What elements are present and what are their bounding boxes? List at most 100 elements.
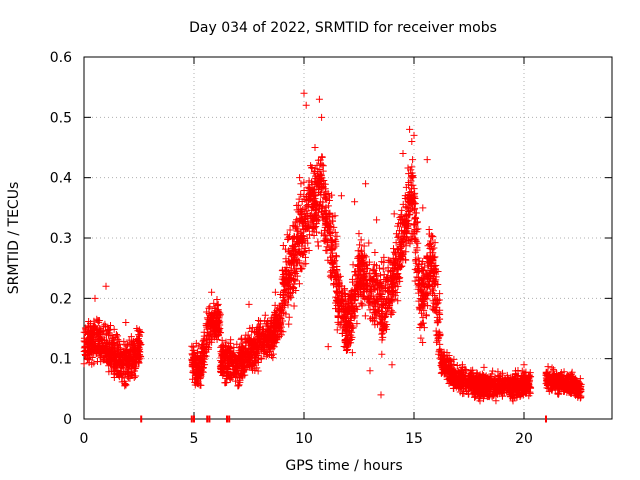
x-axis-label: GPS time / hours <box>285 458 402 474</box>
data-point <box>293 227 301 235</box>
data-point <box>511 382 519 390</box>
data-point <box>389 245 397 253</box>
data-point <box>348 297 356 305</box>
data-point <box>488 393 496 401</box>
data-point <box>419 204 427 212</box>
data-point <box>331 236 339 244</box>
data-point <box>234 382 242 390</box>
data-point <box>123 364 131 372</box>
data-point <box>298 197 306 205</box>
data-point <box>408 137 416 145</box>
data-point <box>475 374 483 382</box>
data-point <box>377 391 385 399</box>
data-point <box>556 371 564 379</box>
data-point <box>348 349 356 357</box>
data-point <box>413 269 421 277</box>
data-point <box>464 387 472 395</box>
data-point <box>80 328 88 336</box>
data-point <box>261 317 269 325</box>
data-point <box>398 206 406 214</box>
data-point <box>192 357 200 365</box>
y-tick-label: 0.2 <box>50 291 72 307</box>
data-point <box>304 183 312 191</box>
data-point <box>237 335 245 343</box>
data-point <box>371 321 379 329</box>
data-point <box>424 301 432 309</box>
data-point <box>396 214 404 222</box>
data-point <box>130 345 138 353</box>
data-point <box>306 212 314 220</box>
data-point <box>341 336 349 344</box>
data-point <box>253 324 261 332</box>
data-point <box>426 288 434 296</box>
data-point <box>331 212 339 220</box>
data-point <box>272 311 280 319</box>
data-point <box>343 322 351 330</box>
data-point <box>371 308 379 316</box>
data-point <box>525 372 533 380</box>
data-point <box>265 345 273 353</box>
data-point <box>242 351 250 359</box>
data-point <box>80 360 88 368</box>
data-point <box>351 304 359 312</box>
data-point <box>380 271 388 279</box>
data-point <box>309 190 317 198</box>
data-point <box>210 310 218 318</box>
data-point <box>391 283 399 291</box>
data-point <box>525 383 533 390</box>
data-point <box>485 380 493 388</box>
data-point <box>218 362 226 370</box>
data-point <box>425 282 433 290</box>
data-point <box>245 300 253 308</box>
data-point <box>321 207 329 215</box>
data-point <box>272 339 280 347</box>
data-point <box>467 372 475 380</box>
data-point <box>286 267 294 275</box>
data-point <box>354 247 362 255</box>
data-point <box>268 352 276 360</box>
data-point <box>370 275 378 283</box>
data-point <box>344 330 352 338</box>
data-point <box>378 294 386 302</box>
data-point <box>330 267 338 275</box>
data-point <box>391 250 399 258</box>
data-point <box>292 223 300 231</box>
data-point <box>406 195 414 203</box>
data-point <box>383 281 391 289</box>
y-tick-label: 0.5 <box>50 110 72 126</box>
data-point <box>522 368 530 376</box>
data-point <box>544 380 552 388</box>
data-point <box>430 299 438 307</box>
data-point <box>95 318 103 326</box>
data-point <box>303 223 311 231</box>
data-point <box>422 311 430 319</box>
data-point <box>290 302 298 310</box>
data-point <box>477 388 485 396</box>
data-point <box>410 200 418 208</box>
data-point <box>280 286 288 294</box>
data-point <box>289 246 297 254</box>
data-point <box>431 279 439 287</box>
data-point <box>222 338 230 346</box>
data-point <box>342 347 350 355</box>
data-point <box>407 166 415 174</box>
data-point <box>404 211 412 219</box>
data-point <box>565 374 573 382</box>
data-point <box>420 266 428 274</box>
data-point <box>118 361 126 369</box>
data-point <box>259 325 267 333</box>
data-point <box>384 277 392 285</box>
data-point <box>285 320 293 328</box>
data-point <box>307 162 315 170</box>
data-point <box>328 191 336 199</box>
data-point <box>377 271 385 279</box>
data-point <box>221 352 229 360</box>
y-axis-label: SRMTID / TECUs <box>6 182 22 295</box>
data-point <box>443 375 451 383</box>
data-point <box>333 253 341 261</box>
data-point <box>314 242 322 250</box>
data-point <box>301 215 309 223</box>
data-point <box>296 250 304 258</box>
data-point <box>389 261 397 269</box>
